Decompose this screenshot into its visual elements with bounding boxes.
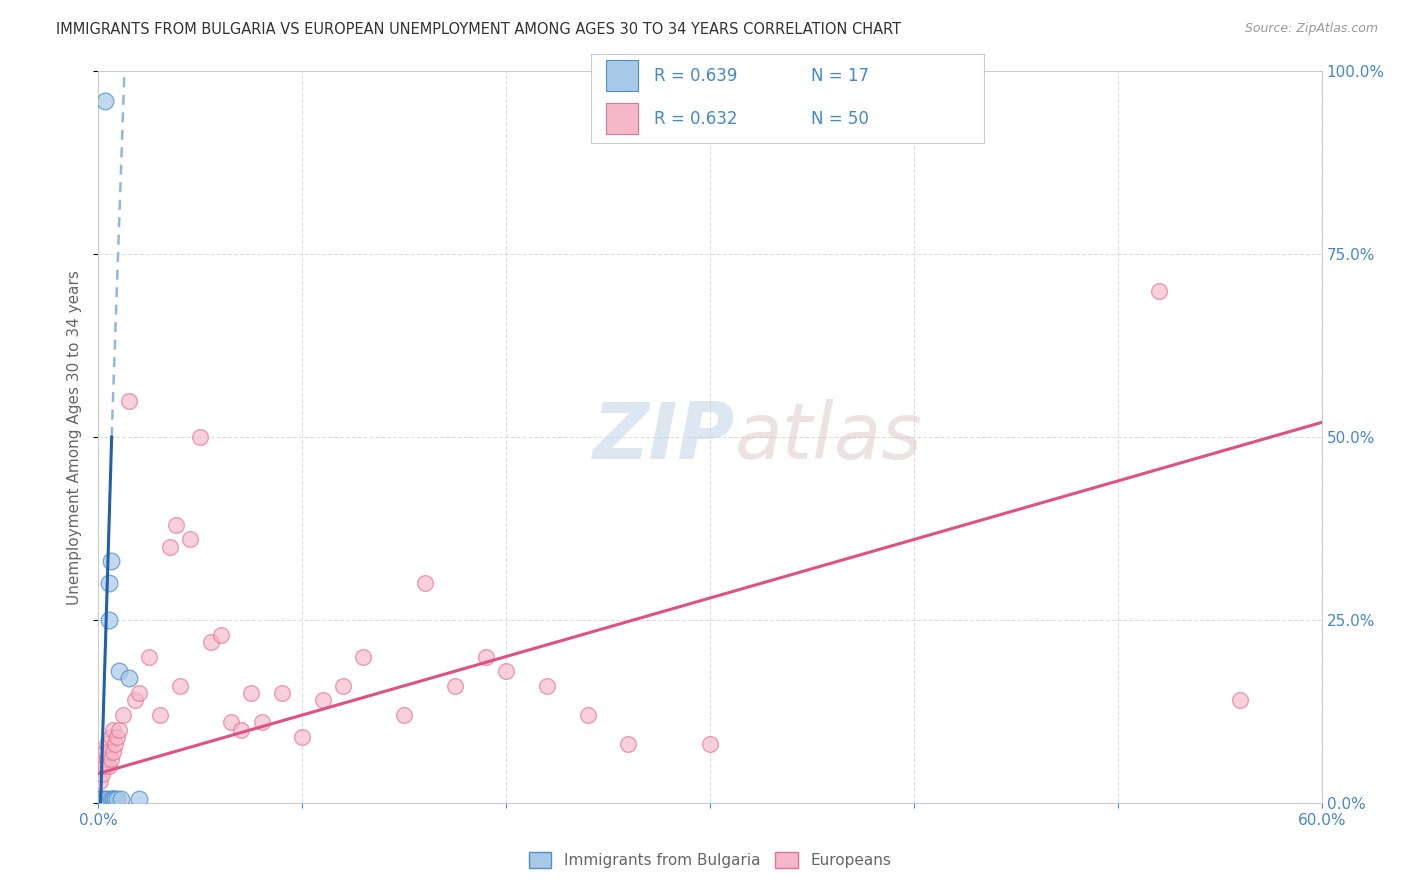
Point <box>250 715 273 730</box>
Point <box>159 540 181 554</box>
Point <box>332 679 354 693</box>
Point <box>97 576 120 591</box>
Point <box>118 672 141 686</box>
Point <box>149 708 172 723</box>
Point <box>699 737 721 751</box>
Text: R = 0.639: R = 0.639 <box>654 67 737 85</box>
Point <box>89 792 111 806</box>
Point <box>179 533 201 547</box>
Point <box>128 792 150 806</box>
Point <box>93 759 115 773</box>
Point <box>617 737 640 751</box>
Point <box>100 752 122 766</box>
Point <box>111 708 134 723</box>
Point <box>97 759 120 773</box>
Point <box>96 792 118 806</box>
Point <box>1229 693 1251 707</box>
Point <box>101 723 124 737</box>
Point <box>392 708 416 723</box>
FancyBboxPatch shape <box>606 60 638 91</box>
Text: IMMIGRANTS FROM BULGARIA VS EUROPEAN UNEMPLOYMENT AMONG AGES 30 TO 34 YEARS CORR: IMMIGRANTS FROM BULGARIA VS EUROPEAN UNE… <box>56 22 901 37</box>
Point <box>209 627 232 641</box>
Point <box>188 430 212 444</box>
Point <box>89 773 111 788</box>
Point <box>270 686 294 700</box>
Point <box>91 792 114 806</box>
Point <box>104 792 127 806</box>
Point <box>91 766 114 780</box>
Point <box>100 730 122 744</box>
Point <box>100 792 122 806</box>
Point <box>495 664 517 678</box>
Point <box>105 730 128 744</box>
Text: N = 17: N = 17 <box>811 67 869 85</box>
Point <box>104 737 127 751</box>
Text: R = 0.632: R = 0.632 <box>654 110 737 128</box>
Point <box>576 708 599 723</box>
Point <box>101 745 124 759</box>
Point <box>413 576 436 591</box>
Legend: Immigrants from Bulgaria, Europeans: Immigrants from Bulgaria, Europeans <box>522 845 898 876</box>
Point <box>444 679 467 693</box>
Point <box>200 635 222 649</box>
Text: Source: ZipAtlas.com: Source: ZipAtlas.com <box>1244 22 1378 36</box>
Point <box>474 649 498 664</box>
Point <box>97 745 120 759</box>
Point <box>101 792 124 806</box>
Point <box>138 649 160 664</box>
Point <box>97 613 120 627</box>
Point <box>100 554 122 568</box>
Point <box>93 792 115 806</box>
Point <box>110 792 132 806</box>
Y-axis label: Unemployment Among Ages 30 to 34 years: Unemployment Among Ages 30 to 34 years <box>67 269 83 605</box>
Point <box>219 715 242 730</box>
Point <box>89 759 111 773</box>
Point <box>165 517 187 532</box>
Point <box>312 693 335 707</box>
Point <box>108 664 131 678</box>
Point <box>124 693 146 707</box>
Point <box>101 792 124 806</box>
FancyBboxPatch shape <box>606 103 638 134</box>
Point <box>93 94 115 108</box>
Text: N = 50: N = 50 <box>811 110 869 128</box>
Point <box>118 393 141 408</box>
Point <box>352 649 374 664</box>
Point <box>240 686 263 700</box>
Point <box>169 679 191 693</box>
Point <box>96 737 118 751</box>
Text: ZIP: ZIP <box>592 399 734 475</box>
Point <box>291 730 314 744</box>
Text: atlas: atlas <box>734 399 922 475</box>
Point <box>93 745 115 759</box>
Point <box>1147 284 1170 298</box>
Point <box>105 792 128 806</box>
Point <box>536 679 558 693</box>
Point <box>231 723 253 737</box>
Point <box>96 752 118 766</box>
Point <box>128 686 150 700</box>
Point <box>108 723 131 737</box>
Point <box>91 752 114 766</box>
